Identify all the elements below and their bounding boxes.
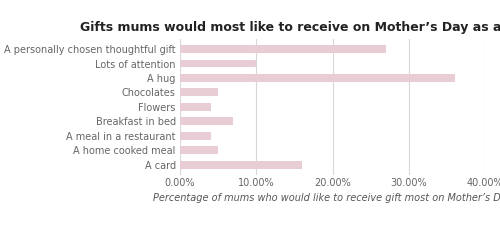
Bar [180, 88, 218, 96]
Bar [180, 146, 218, 154]
Bar [180, 74, 454, 82]
Bar [180, 132, 210, 140]
X-axis label: Percentage of mums who would like to receive gift most on Mother’s Day: Percentage of mums who would like to rec… [153, 193, 500, 203]
Bar [180, 45, 386, 53]
Title: Gifts mums would most like to receive on Mother’s Day as a percentage: Gifts mums would most like to receive on… [80, 21, 500, 34]
Bar [180, 161, 302, 169]
Bar [180, 60, 256, 68]
Bar [180, 103, 210, 111]
Bar [180, 117, 234, 125]
